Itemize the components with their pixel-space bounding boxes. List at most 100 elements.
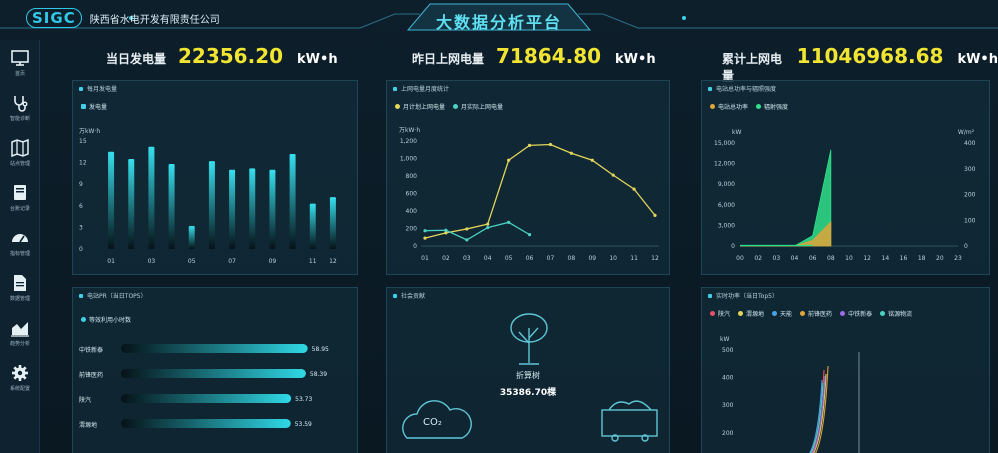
kpi-value: 71864.80 (496, 44, 602, 68)
legend-item[interactable]: 发电量 (81, 102, 107, 111)
panel-monthly-generation: 每月发电量 发电量 万kW·h 0 3 6 9 12 15 01 03 05 07 09 11 12 (72, 80, 358, 275)
x-tick-label: 08 (568, 255, 576, 262)
x-tick-label: 01 (421, 255, 429, 262)
kpi-unit: kW•h (615, 52, 656, 67)
rank-label: 中铁新泰 (79, 346, 103, 354)
data-point (423, 229, 427, 233)
rank-label: 陕汽 (79, 396, 91, 404)
y-tick-label: 15,000 (714, 140, 735, 147)
bar (329, 197, 336, 249)
bar (249, 168, 256, 249)
y-tick-label: 0 (731, 243, 735, 250)
x-tick-label: 12 (329, 258, 337, 265)
sidebar-item-indicators[interactable]: 指标管理 (0, 222, 40, 268)
x-tick-label: 12 (863, 255, 871, 262)
legend-item-power[interactable]: 电站总功率 (710, 102, 748, 111)
sidebar-item-data[interactable]: 数据管理 (0, 267, 40, 313)
legend-item[interactable]: 铭源物流 (880, 309, 912, 318)
legend-item-plan[interactable]: 月计划上网电量 (395, 102, 445, 111)
y-tick-label: 15 (79, 138, 87, 145)
legend-item-actual[interactable]: 月实际上网电量 (453, 102, 503, 111)
sidebar-item-trends[interactable]: 趋势分析 (0, 312, 40, 358)
data-point (465, 238, 469, 242)
sidebar-item-label: 指标管理 (9, 251, 30, 257)
x-tick-label: 18 (918, 255, 926, 262)
bar (148, 146, 155, 249)
legend-item[interactable]: 中铁新泰 (840, 309, 872, 318)
x-tick-label: 16 (900, 255, 908, 262)
realtime-line-chart: kW 200 300 400 500 (720, 336, 860, 453)
tree-label: 折算树 (516, 371, 540, 380)
stethoscope-icon (14, 96, 28, 112)
sidebar-item-sites[interactable]: 站点管理 (0, 132, 40, 178)
data-point (486, 222, 490, 226)
grid-line-chart: 万kW·h 0 200 400 600 800 1,000 1,200 01 02 03 04 05 06… (399, 127, 659, 262)
sidebar-item-ledger[interactable]: 台账记录 (0, 177, 40, 223)
y-axis-title: 万kW·h (399, 127, 420, 134)
data-point (632, 187, 636, 191)
legend-item-irradiance[interactable]: 辐射强度 (756, 102, 788, 111)
x-tick-label: 02 (442, 255, 450, 262)
y-tick-label-right: 200 (964, 192, 976, 199)
data-point (527, 233, 532, 237)
kpi-total-grid: 累计上网电量 11046968.68 kW•h (722, 44, 998, 83)
x-tick-label: 04 (484, 255, 492, 262)
panel-title: 每月发电量 (79, 84, 117, 93)
series-area (740, 149, 832, 247)
legend-item[interactable]: 陕汽 (710, 309, 730, 318)
data-point (653, 213, 657, 217)
bar (108, 151, 115, 249)
x-tick-label: 10 (845, 255, 853, 262)
series-line (814, 365, 829, 453)
sidebar-item-label: 系统配置 (9, 386, 30, 392)
series-line (812, 373, 827, 453)
legend-item[interactable]: 天能 (772, 309, 792, 318)
sidebar-item-settings[interactable]: 系统配置 (0, 357, 40, 403)
kpi-value: 22356.20 (178, 44, 284, 68)
rank-label: 前锋医药 (79, 371, 103, 379)
legend-item[interactable]: 等效利用小时数 (81, 315, 131, 324)
legend-swatch (800, 311, 806, 316)
y-tick-label-right: 0 (964, 243, 968, 250)
kpi-daily-generation: 当日发电量 22356.20 kW•h (106, 44, 338, 72)
y-axis-title: kW (732, 129, 741, 136)
y-tick-label: 200 (406, 226, 418, 233)
kpi-label: 累计上网电量 (722, 52, 783, 83)
sidebar-item-label: 趋势分析 (9, 341, 30, 347)
legend-swatch (453, 104, 459, 109)
sidebar: 首页 智能诊断 站点管理 台账记录 指标管理 数据管理 趋势分析 系统配置 (0, 40, 40, 453)
sidebar-item-home[interactable]: 首页 (0, 42, 40, 88)
x-tick-label: 03 (773, 255, 781, 262)
x-tick-label: 05 (188, 258, 196, 265)
kpi-label: 昨日上网电量 (412, 52, 485, 66)
sidebar-item-diagnosis[interactable]: 智能诊断 (0, 87, 40, 133)
monitor-icon (11, 50, 29, 66)
rank-value: 53.73 (295, 396, 312, 403)
header-frame (0, 3, 998, 31)
logo[interactable]: SIGC 陕西省水电开发有限责任公司 (26, 8, 220, 28)
x-tick-label: 09 (588, 255, 596, 262)
x-tick-label: 23 (954, 255, 962, 262)
legend: 电站总功率 辐射强度 (710, 102, 788, 111)
panel-title: 社会贡献 (393, 291, 425, 300)
co2-label: CO₂ (423, 417, 442, 428)
x-tick-label: 07 (547, 255, 555, 262)
truck-icon (601, 400, 658, 442)
y-tick-label: 0 (79, 246, 83, 253)
y-axis-title: 万kW·h (79, 128, 100, 135)
y-axis-title: kW (720, 336, 729, 343)
data-point (548, 142, 553, 147)
y-tick-label: 1,000 (400, 156, 417, 163)
legend-item[interactable]: 前锋医药 (800, 309, 832, 318)
x-tick-label: 08 (827, 255, 835, 262)
x-tick-label: 02 (754, 255, 762, 262)
legend-label: 发电量 (89, 104, 108, 111)
x-tick-label: 05 (505, 255, 513, 262)
legend-item[interactable]: 渭塬地 (738, 309, 764, 318)
rank-label: 渭塬地 (79, 421, 97, 429)
x-tick-label: 06 (809, 255, 817, 262)
y-tick-label: 3,000 (718, 222, 735, 229)
y-tick-label: 500 (722, 347, 734, 354)
bar (289, 153, 296, 249)
kpi-yesterday-grid: 昨日上网电量 71864.80 kW•h (412, 44, 656, 72)
